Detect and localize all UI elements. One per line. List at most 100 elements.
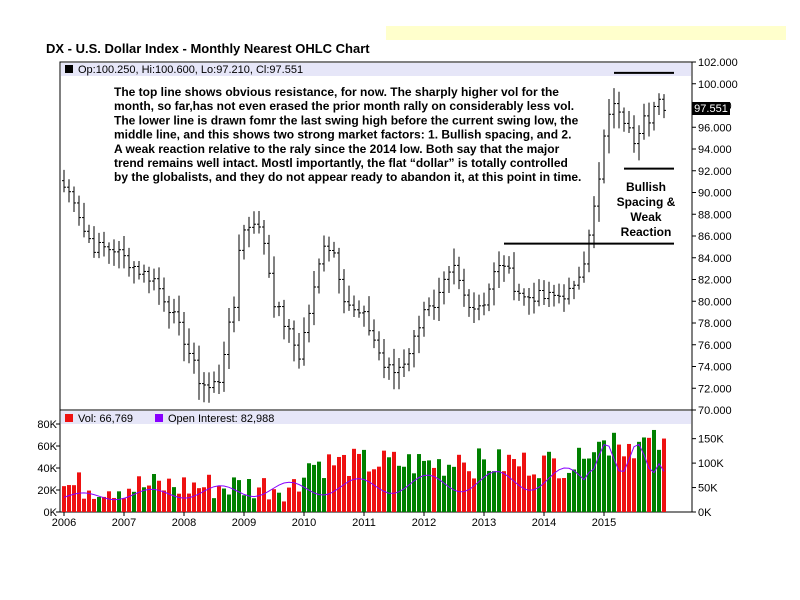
ohlc-legend-label: Op:100.250, Hi:100.600, Lo:97.210, Cl:97… — [78, 64, 303, 76]
ohlc-bar — [307, 304, 311, 343]
volume-bar — [357, 453, 361, 512]
volume-bar — [347, 475, 351, 512]
volume-bar — [537, 478, 541, 512]
ohlc-bar — [547, 281, 551, 307]
volume-bar — [422, 460, 426, 512]
volume-bar — [607, 455, 611, 512]
ohlc-bar — [212, 371, 216, 393]
ohlc-bar — [337, 247, 341, 294]
volume-bar — [132, 491, 136, 512]
ohlc-bar — [97, 232, 101, 259]
price-tick-label: 84.000 — [698, 253, 732, 265]
volume-bar — [147, 485, 151, 512]
ohlc-bar — [572, 280, 576, 300]
volume-bar — [447, 464, 451, 512]
ohlc-bar — [312, 270, 316, 326]
oi-tick-label: 150K — [698, 434, 724, 446]
price-tick-label: 86.000 — [698, 231, 732, 243]
volume-bar — [597, 441, 601, 512]
volume-bar — [137, 476, 141, 512]
side-note-line: Reaction — [621, 225, 672, 239]
ohlc-bar — [277, 301, 281, 317]
x-tick-label: 2011 — [352, 517, 376, 529]
ohlc-bar — [177, 295, 181, 336]
volume-bar — [117, 491, 121, 512]
ohlc-bar — [202, 372, 206, 403]
ohlc-legend-swatch — [65, 65, 73, 73]
annotation-line: middle line, and this shows two strong m… — [114, 128, 571, 142]
ohlc-bar — [647, 102, 651, 137]
volume-bar — [292, 479, 296, 512]
price-tick-label: 90.000 — [698, 188, 732, 200]
volume-bar — [637, 441, 641, 512]
ohlc-bar — [167, 295, 171, 329]
price-tick-label: 92.000 — [698, 166, 732, 178]
volume-bar — [172, 487, 176, 512]
ohlc-bar — [372, 319, 376, 349]
ohlc-bar — [522, 288, 526, 306]
ohlc-bar — [247, 216, 251, 248]
volume-bar — [272, 489, 276, 512]
ohlc-bar — [472, 292, 476, 324]
price-tick-label: 70.000 — [698, 405, 732, 417]
volume-bar — [427, 460, 431, 512]
last-price-label: 97.551 — [694, 103, 728, 115]
volume-bar — [602, 440, 606, 512]
ohlc-bar — [477, 294, 481, 321]
volume-bar — [302, 477, 306, 512]
ohlc-bar — [287, 319, 291, 343]
volume-bar — [287, 487, 291, 512]
ohlc-bar — [357, 300, 361, 318]
volume-bar — [107, 491, 111, 512]
ohlc-bar — [222, 341, 226, 392]
volume-bar — [622, 456, 626, 512]
ohlc-bar — [587, 229, 591, 273]
volume-bar — [657, 449, 661, 512]
volume-tick-label: 80K — [37, 419, 57, 431]
oi-tick-label: 0K — [698, 507, 712, 519]
ohlc-bar — [577, 266, 581, 290]
ohlc-bar — [562, 284, 566, 312]
volume-bar — [392, 451, 396, 512]
ohlc-bar — [187, 328, 191, 364]
ohlc-bar — [612, 88, 616, 129]
volume-bar — [507, 454, 511, 512]
ohlc-bar — [632, 115, 636, 153]
volume-bar — [577, 447, 581, 512]
annotation-lines — [504, 71, 674, 245]
volume-bar — [522, 452, 526, 512]
oi-legend-label: Open Interest: 82,988 — [168, 413, 274, 425]
ohlc-bars — [62, 88, 666, 403]
ohlc-bar — [87, 224, 91, 243]
volume-bar — [262, 478, 266, 512]
ohlc-bar — [342, 269, 346, 314]
volume-bar — [212, 498, 216, 512]
annotation-line: A weak reaction relative to the raly sin… — [114, 142, 560, 156]
volume-bar — [647, 437, 651, 512]
ohlc-bar — [387, 357, 391, 380]
ohlc-bar — [617, 91, 621, 129]
volume-bar — [367, 471, 371, 512]
volume-bar — [587, 458, 591, 512]
ohlc-bar — [117, 240, 121, 269]
ohlc-bar — [652, 101, 656, 131]
volume-bar — [572, 469, 576, 512]
volume-axis: 0K 20K 40K 60K 80K 0K 50K 100K 150K — [37, 419, 724, 519]
volume-bar — [217, 486, 221, 512]
oi-tick-label: 100K — [698, 458, 724, 470]
volume-bar — [432, 467, 436, 512]
ohlc-bar — [157, 267, 161, 305]
ohlc-bar — [347, 285, 351, 311]
annotation-line: month, so far,has not even erased the pr… — [114, 99, 574, 113]
volume-bar — [162, 490, 166, 512]
ohlc-bar — [92, 226, 96, 258]
volume-bar — [627, 443, 631, 512]
price-tick-label: 100.000 — [698, 79, 738, 91]
x-axis: 2006 2007 2008 2009 2010 2011 2012 2013 2014 2015 — [52, 512, 616, 529]
volume-bar — [632, 458, 636, 512]
ohlc-bar — [392, 348, 396, 390]
volume-bar — [327, 454, 331, 512]
volume-legend-bar — [61, 411, 691, 424]
volume-bar — [502, 471, 506, 512]
